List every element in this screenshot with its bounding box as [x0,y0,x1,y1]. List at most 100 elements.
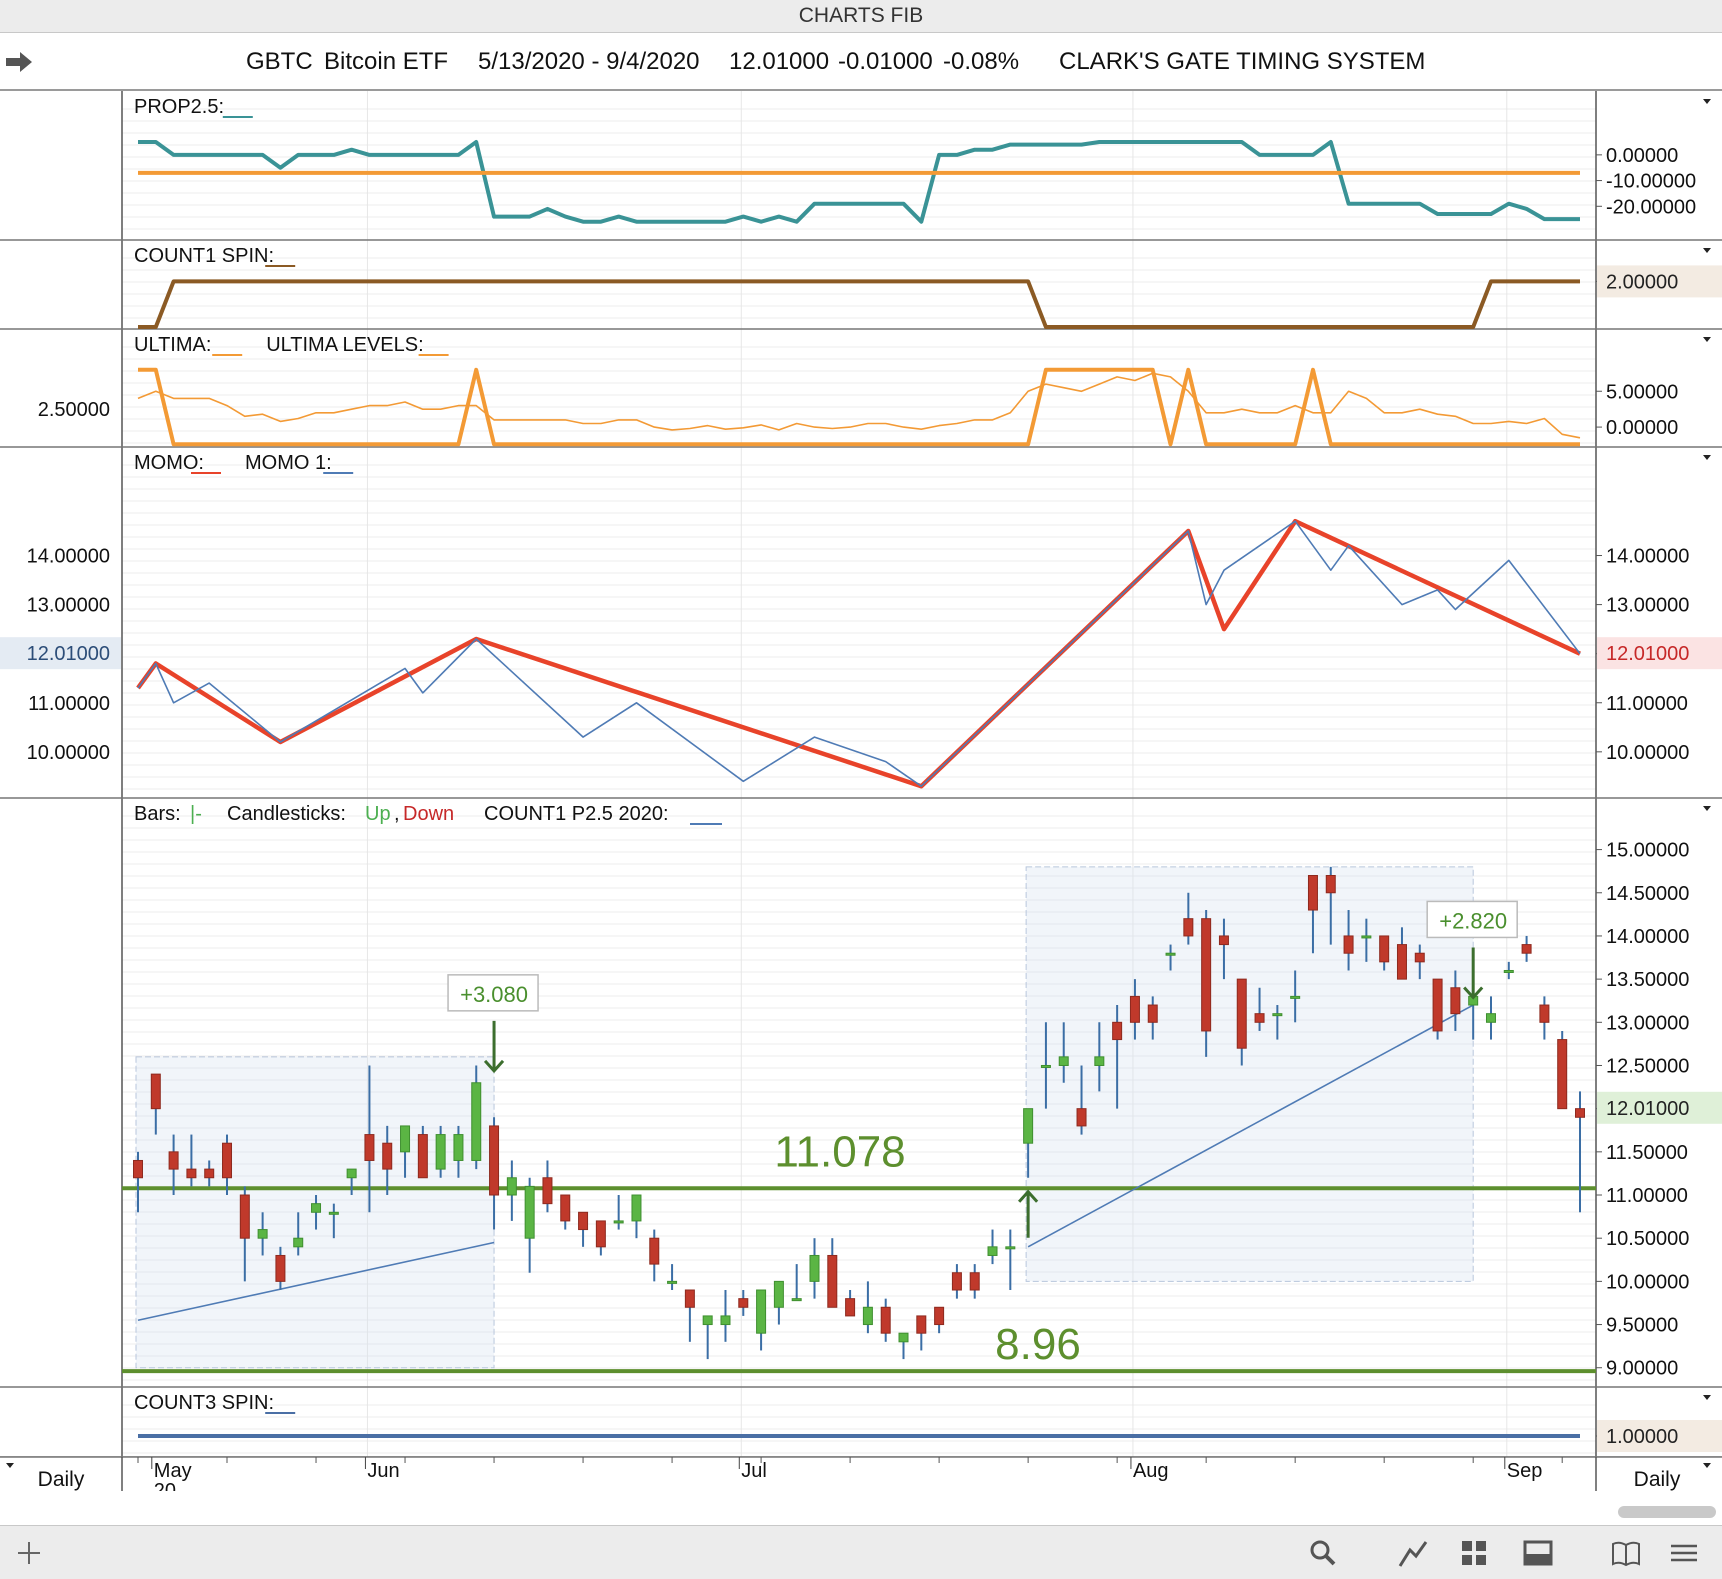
panel-menu-caret [1703,806,1711,811]
candlestick [1557,1030,1568,1110]
chart-canvas[interactable]: PROP2.5: 0.00000 -10.00000 -20.00000 COUNT1 … [0,91,1722,1491]
line-draw-icon[interactable] [1396,1536,1430,1570]
candle-down [1557,1039,1568,1110]
candle-up [346,1168,357,1179]
candle-up [720,1315,731,1326]
book-icon[interactable] [1609,1536,1643,1570]
search-icon[interactable] [1306,1536,1340,1570]
candle-down [578,1211,589,1231]
y-highlight-background [1597,637,1722,670]
candle-up [1165,952,1176,956]
x-tick-sublabel: 20 [154,1480,176,1491]
candle-up [1361,935,1372,939]
y-tick-label: 14.50000 [1606,883,1689,905]
y-tick-label: 9.00000 [1606,1358,1678,1380]
candle-down [1432,978,1443,1032]
candle-down [150,1073,161,1110]
candlestick [542,1160,553,1213]
candlestick [1325,866,1336,945]
candlestick [1521,935,1532,962]
candlestick [1076,1065,1087,1135]
candlestick [133,1151,143,1213]
candle-up [667,1280,678,1284]
annotation-label: +2.820 [1439,908,1507,933]
candle-down [1307,874,1318,911]
y-highlight-label: 2.00000 [1606,271,1678,293]
toolbar [0,1525,1722,1579]
candlestick [934,1306,945,1334]
candlestick [756,1289,767,1351]
highlight-box [1025,866,1474,1282]
candlestick [1183,892,1194,945]
panel-icon[interactable] [1521,1536,1555,1570]
candle-down [1076,1108,1087,1127]
candle-down [1218,935,1229,946]
candlestick [1272,1005,1283,1040]
candle-up [1503,969,1514,973]
trend-line [137,1241,495,1322]
y-highlight-background [1597,265,1722,298]
candle-down [1254,1013,1265,1023]
candlestick [1201,910,1212,1057]
candlestick [328,1203,339,1239]
candle-down [934,1306,945,1326]
candle-down [133,1159,143,1179]
panel-menu-caret [1703,1395,1711,1400]
candlestick [186,1134,197,1187]
fib-level-label: 11.078 [774,1127,905,1176]
candlestick [1218,918,1229,980]
y-highlight-background [1597,1420,1722,1452]
legend-candles-label: Candlesticks: [227,803,346,825]
up-arrow-icon [1018,1189,1039,1238]
candle-down [1414,952,1425,963]
y-tick-label-left: 11.00000 [28,693,110,715]
candlestick [649,1229,660,1282]
candle-up [311,1203,322,1213]
x-tick-label: Aug [1133,1460,1169,1482]
candlestick [684,1289,695,1342]
plus-icon[interactable] [12,1536,46,1570]
panel-menu-caret [1703,455,1711,460]
candle-up [1290,995,1301,999]
candlestick [417,1125,428,1179]
candle-down [649,1237,660,1265]
candle-down [204,1168,215,1179]
candle-up [791,1298,802,1302]
arrow-right-icon[interactable] [4,51,34,73]
candle-up [862,1306,873,1326]
candlestick [1147,996,1158,1040]
horizontal-scrollbar[interactable] [1618,1506,1716,1518]
candlestick [453,1125,464,1178]
candle-down [1147,1004,1158,1023]
candlestick [1361,918,1372,962]
candle-up [435,1134,446,1170]
candle-down [1325,874,1336,894]
grid-icon[interactable] [1457,1536,1491,1570]
y-tick-label: 11.00000 [1606,693,1688,715]
y-highlight-left-label: 12.01000 [27,643,110,665]
candlestick [791,1264,802,1302]
candle-up [400,1125,411,1153]
candle-down [222,1142,233,1179]
y-tick-label: 5.00000 [1606,381,1678,403]
candlestick [880,1298,891,1342]
series-line-ultima-0 [137,372,1581,439]
menu-icon[interactable] [1667,1536,1701,1570]
period-label-right: Daily [1634,1468,1681,1491]
candlestick [898,1332,909,1360]
candle-down [684,1289,695,1308]
candlestick [738,1290,749,1316]
candlestick [631,1194,642,1239]
y-tick-label: 13.00000 [1606,1012,1689,1034]
legend-bars-symbol: |- [190,803,202,825]
y-tick-label: 12.50000 [1606,1055,1689,1077]
candle-down [560,1194,571,1222]
last-price: 12.01000 [729,48,830,75]
period-menu-caret [1703,1463,1711,1468]
y-tick-label: 0.00000 [1606,417,1678,439]
candlestick [560,1194,571,1230]
candlestick [1165,944,1176,971]
y-highlight-label: 12.01000 [1606,643,1689,665]
legend-label: MOMO: [134,452,204,474]
candlestick [400,1125,411,1178]
